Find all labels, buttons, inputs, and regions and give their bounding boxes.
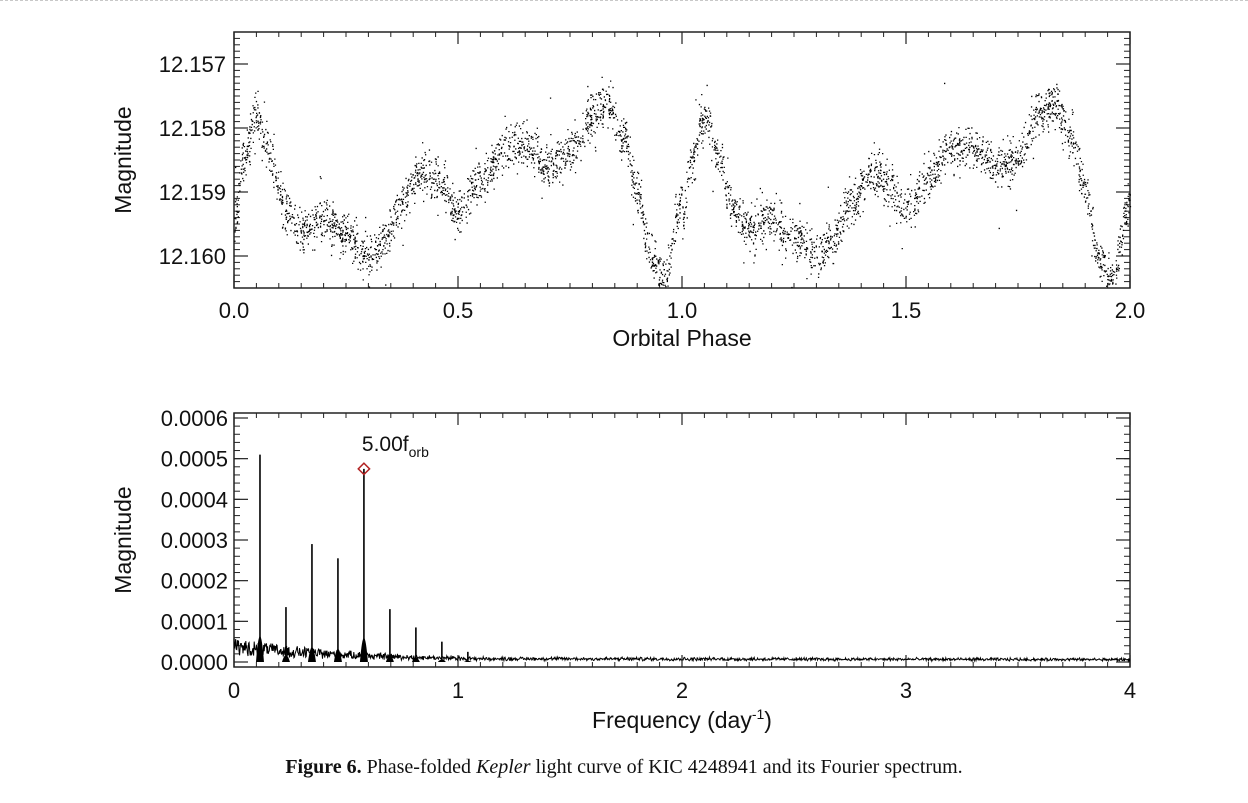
fourier-y-tick-label: 0.0003 [161,528,228,553]
fourier-y-axis-title: Magnitude [110,486,136,593]
phase-x-tick-label: 1.0 [667,298,698,323]
phase-y-tick-label: 12.157 [159,52,226,77]
fourier-x-axis-title: Frequency (day-1) [592,706,772,733]
phase-scatter-dots [234,76,1132,289]
fourier-peak-base [385,655,394,662]
peak-annotation-main: 5.00f [362,433,409,456]
peak-annotation-diamond [357,462,371,476]
fourier-y-tick-label: 0.0001 [161,609,228,634]
phase-x-tick-label: 2.0 [1115,298,1146,323]
fourier-peak-base [411,657,420,662]
phase-x-tick-label: 1.5 [891,298,922,323]
peak-annotation-subscript: orb [409,444,429,460]
fourier-x-tick-label: 3 [900,678,912,703]
fourier-peak-base [359,637,368,662]
fourier-peak-base [307,647,316,662]
phase-tick-labels: 0.0 0.5 1.0 1.5 2.0 12.157 12.158 12.159 12.160 [159,52,1146,323]
fourier-peak-base [281,655,290,662]
fourier-spectrum-panel: 0 1 2 3 4 0.0000 0.0001 0.0002 0.0003 0.0004 0.000… [110,406,1136,733]
fourier-y-tick-label: 0.0005 [161,447,228,472]
caption-text-before: Phase-folded [366,756,472,778]
figure-caption: Figure 6. Phase-folded Kepler light curv… [0,756,1248,779]
phase-x-axis-title: Orbital Phase [612,325,751,351]
fourier-x-title-end: ) [764,707,772,733]
fourier-x-tick-label: 0 [228,678,240,703]
fourier-x-title-sup: -1 [752,706,765,722]
fourier-y-tick-label: 0.0000 [161,650,228,675]
fourier-peak-base [463,660,472,662]
fourier-spectrum-line [233,638,1131,663]
fourier-x-tick-label: 1 [452,678,464,703]
fourier-y-tick-label: 0.0002 [161,569,228,594]
phase-y-axis-title: Magnitude [110,106,136,213]
fourier-peaks [255,454,472,662]
caption-label: Figure 6. [285,756,362,778]
phase-curve-panel: 0.0 0.5 1.0 1.5 2.012.15712.15812.15912.160 … [110,31,1146,351]
fourier-peak-base [437,659,446,662]
phase-scatter-points [234,76,1132,289]
fourier-x-title-main: Frequency (day [592,707,752,733]
page-top-dashed-border [0,0,1248,2]
phase-x-tick-label: 0.5 [443,298,474,323]
fourier-y-tick-label: 0.0004 [161,487,228,512]
phase-x-tick-label: 0.0 [219,298,250,323]
figure-canvas: 0.0 0.5 1.0 1.5 2.012.15712.15812.15912.160 … [110,31,1146,733]
fourier-x-tick-label: 4 [1124,678,1136,703]
caption-italic: Kepler [476,756,531,778]
peak-annotation-label: 5.00forb [362,433,429,460]
phase-plot-ticks [233,31,1131,289]
fourier-y-tick-label: 0.0006 [161,406,228,431]
fourier-peak-base [255,636,264,662]
fourier-tick-labels: 0 1 2 3 4 0.0000 0.0001 0.0002 0.0003 0.0004 0.000… [161,406,1136,703]
phase-y-tick-label: 12.160 [159,244,226,269]
caption-text-after: light curve of KIC 4248941 and its Fouri… [535,756,963,778]
fourier-x-tick-label: 2 [676,678,688,703]
phase-y-tick-label: 12.159 [159,180,226,205]
phase-y-tick-label: 12.158 [159,116,226,141]
fourier-peak-base [333,649,342,662]
